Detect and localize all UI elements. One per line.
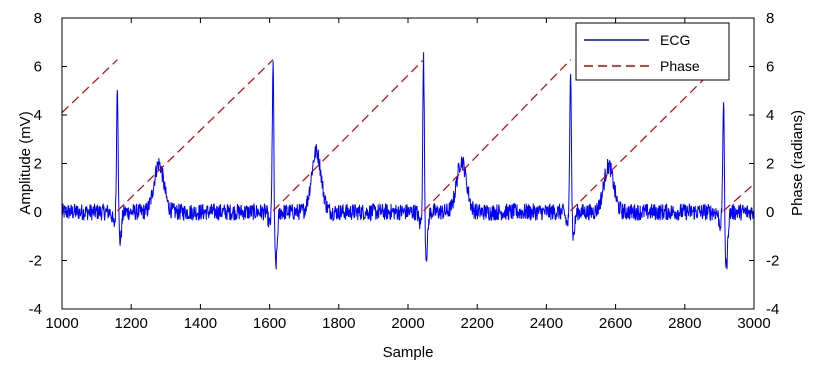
y-tick-label: 2 bbox=[34, 156, 42, 173]
y2-tick-label: 4 bbox=[766, 107, 774, 124]
x-axis-label: Sample bbox=[383, 344, 434, 361]
y2-tick-label: 2 bbox=[766, 156, 774, 173]
y-tick-label: 8 bbox=[34, 10, 42, 27]
y2-axis-label: Phase (radians) bbox=[789, 110, 806, 216]
x-tick-label: 2400 bbox=[530, 315, 563, 332]
y2-tick-label: 8 bbox=[766, 10, 774, 27]
x-tick-label: 2600 bbox=[599, 315, 632, 332]
x-tick-label: 1000 bbox=[45, 315, 78, 332]
x-tick-label: 1400 bbox=[184, 315, 217, 332]
x-tick-label: 1600 bbox=[253, 315, 286, 332]
series-ecg-line bbox=[61, 52, 755, 270]
y-tick-label: -4 bbox=[29, 301, 42, 318]
y2-tick-label: -2 bbox=[766, 253, 779, 270]
legend: ECG Phase bbox=[575, 22, 730, 81]
series-phase-line bbox=[61, 59, 755, 212]
x-tick-label: 2800 bbox=[668, 315, 701, 332]
y2-tick-label: -4 bbox=[766, 301, 779, 318]
y2-tick-label: 0 bbox=[766, 204, 774, 221]
series-layer bbox=[61, 52, 755, 270]
y2-tick-label: 6 bbox=[766, 59, 774, 76]
legend-phase-label: Phase bbox=[660, 58, 700, 74]
x-tick-label: 1800 bbox=[322, 315, 355, 332]
x-tick-label: 2000 bbox=[391, 315, 424, 332]
y-tick-label: -2 bbox=[29, 253, 42, 270]
x-tick-label: 1200 bbox=[115, 315, 148, 332]
y-tick-label: 6 bbox=[34, 59, 42, 76]
x-tick-label: 2200 bbox=[461, 315, 494, 332]
y-tick-label: 0 bbox=[34, 204, 42, 221]
legend-box bbox=[575, 22, 730, 81]
y-tick-label: 4 bbox=[34, 107, 42, 124]
x-tick-label: 3000 bbox=[737, 315, 770, 332]
legend-ecg-label: ECG bbox=[660, 32, 690, 48]
ticks-layer: 1000 1200 1400 1600 1800 2000 2200 2400 2600 2800… bbox=[29, 10, 780, 332]
y-axis-label: Amplitude (mV) bbox=[17, 111, 34, 214]
